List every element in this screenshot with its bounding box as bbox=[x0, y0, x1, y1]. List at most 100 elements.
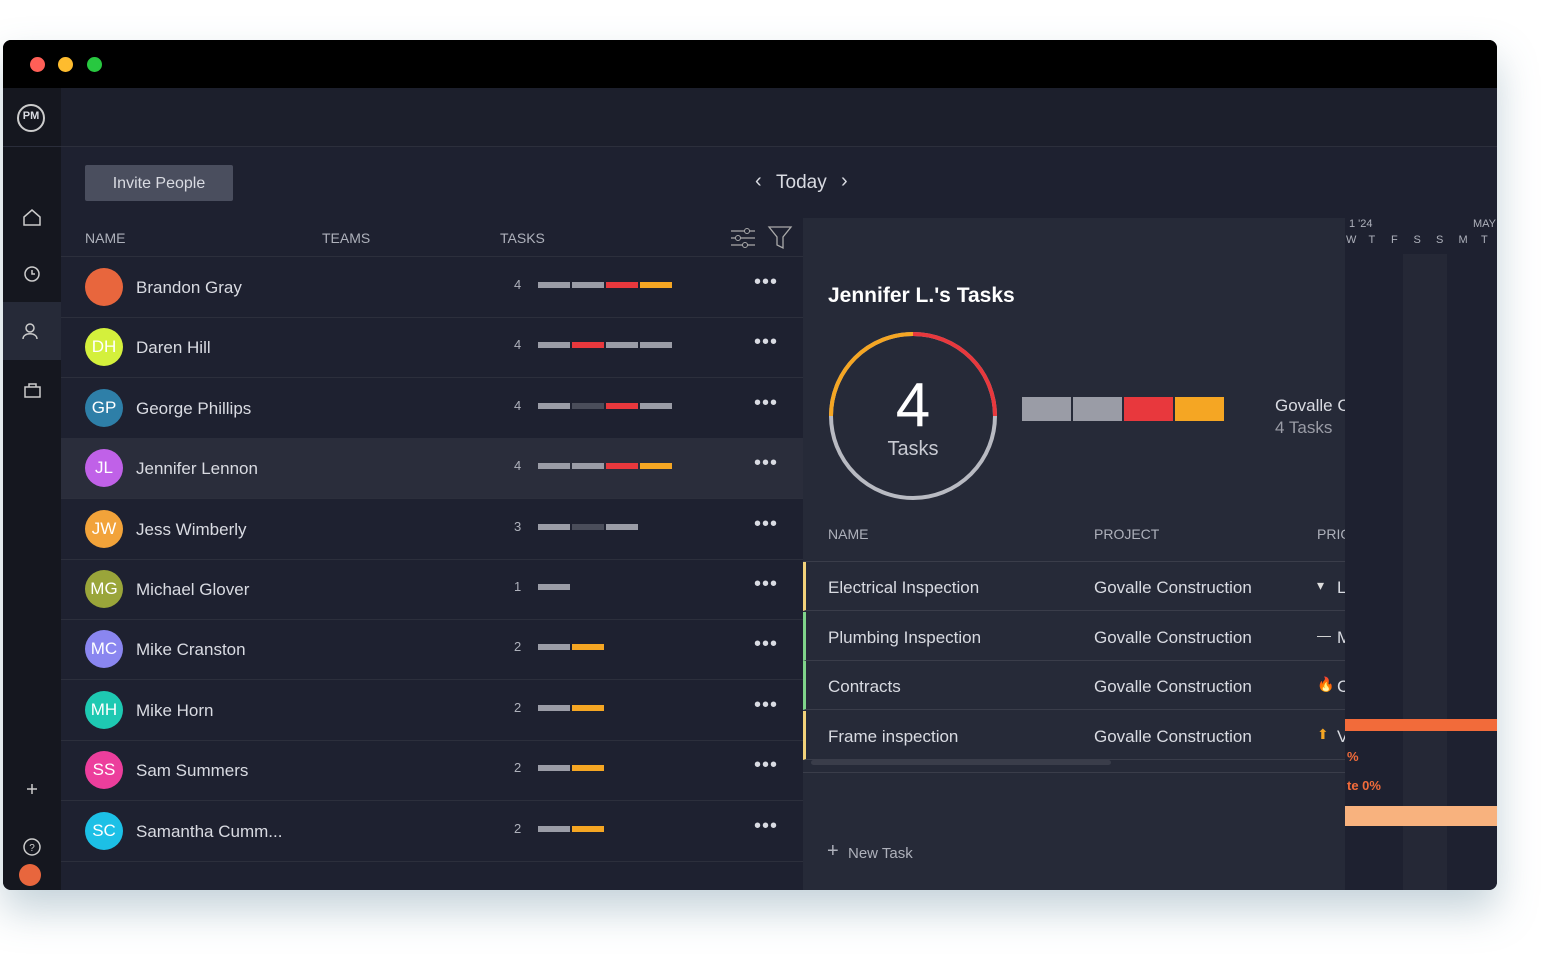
priority-icon: ▾ bbox=[1317, 577, 1325, 593]
task-bar bbox=[572, 342, 604, 349]
member-row[interactable]: SS Sam Summers 2 ••• bbox=[61, 740, 803, 802]
row-menu[interactable]: ••• bbox=[754, 271, 779, 293]
task-name: Plumbing Inspection bbox=[828, 627, 982, 647]
gantt-day: W bbox=[1346, 234, 1357, 246]
row-menu[interactable]: ••• bbox=[754, 754, 779, 777]
close-button[interactable] bbox=[30, 57, 45, 72]
column-header: TASKS bbox=[500, 230, 545, 246]
invite-label: Invite People bbox=[112, 175, 206, 192]
bottom-icons[interactable]: ? bbox=[3, 778, 61, 888]
member-name: Samantha Cumm... bbox=[136, 821, 283, 841]
gantt-day: F bbox=[1391, 234, 1398, 246]
member-name: Mike Horn bbox=[136, 700, 214, 720]
invite-button[interactable]: Invite People bbox=[85, 165, 233, 201]
task-bar bbox=[538, 584, 570, 590]
member-row[interactable]: MH Mike Horn 2 ••• bbox=[61, 680, 803, 741]
member-row[interactable]: DH Daren Hill 4 ••• bbox=[61, 317, 803, 379]
avatar: JW bbox=[85, 509, 123, 548]
member-row[interactable]: Brandon Gray 4 ••• bbox=[61, 257, 803, 318]
task-bar bbox=[538, 704, 570, 711]
member-name: Daren Hill bbox=[136, 338, 211, 358]
table-bottom bbox=[803, 772, 1345, 773]
avatar: MC bbox=[85, 630, 123, 669]
member-name: Jess Wimberly bbox=[136, 519, 247, 539]
task-bar bbox=[538, 765, 570, 772]
maximize-button[interactable] bbox=[87, 57, 102, 72]
gantt-label: % bbox=[1347, 749, 1359, 764]
row-menu[interactable]: ••• bbox=[754, 391, 779, 414]
ring-count: 4 bbox=[895, 371, 931, 440]
row-menu[interactable]: ••• bbox=[754, 512, 779, 535]
ring-label: Tasks bbox=[887, 438, 939, 460]
member-name: George Phillips bbox=[136, 398, 252, 418]
prev-arrow[interactable]: ‹ bbox=[755, 170, 762, 192]
avatar: GP bbox=[85, 388, 123, 427]
new-task-icon[interactable]: + bbox=[827, 840, 839, 862]
task-column-header: PRIORITY bbox=[1317, 526, 1345, 542]
avatar: DH bbox=[85, 328, 123, 367]
task-row[interactable]: Contracts Govalle Construction 🔥Critical bbox=[803, 661, 1346, 711]
task-bar bbox=[538, 402, 570, 409]
member-row[interactable]: JL Jennifer Lennon 4 ••• bbox=[61, 438, 803, 500]
member-name: Mike Cranston bbox=[136, 640, 246, 660]
task-bar bbox=[606, 402, 638, 409]
member-row[interactable]: MG Michael Glover 1 ••• bbox=[61, 559, 803, 620]
row-menu[interactable]: ••• bbox=[754, 814, 779, 837]
gantt-month: 1 '24 bbox=[1349, 218, 1373, 230]
task-count: 2 bbox=[514, 639, 522, 655]
row-menu[interactable]: ••• bbox=[754, 452, 779, 475]
task-count: 2 bbox=[514, 820, 522, 836]
task-bar bbox=[606, 463, 638, 470]
member-row[interactable]: SC Samantha Cumm... 2 ••• bbox=[61, 801, 803, 862]
task-bar bbox=[640, 402, 672, 409]
task-bar bbox=[572, 825, 604, 832]
scrollbar bbox=[811, 760, 1111, 765]
task-bar bbox=[538, 282, 570, 288]
gantt-month: MAY bbox=[1473, 218, 1497, 230]
row-menu[interactable]: ••• bbox=[754, 331, 779, 354]
nav-icons[interactable] bbox=[3, 198, 61, 418]
avatar: JL bbox=[85, 449, 123, 488]
header-divider bbox=[61, 256, 803, 257]
avatar bbox=[85, 268, 123, 306]
priority-icon: 🔥 bbox=[1317, 676, 1335, 693]
date-label[interactable]: Today bbox=[776, 172, 827, 193]
avatar: MG bbox=[85, 570, 123, 608]
task-count: 4 bbox=[514, 337, 522, 353]
summary-bar bbox=[1175, 397, 1224, 421]
task-bar bbox=[538, 523, 570, 530]
priority-icon: — bbox=[1317, 626, 1331, 643]
title-bar bbox=[3, 40, 1497, 88]
row-menu[interactable]: ••• bbox=[754, 573, 779, 595]
avatar: MH bbox=[85, 690, 123, 729]
task-row[interactable]: Electrical Inspection Govalle Constructio… bbox=[803, 562, 1346, 611]
task-project: Govalle Construction bbox=[1094, 726, 1252, 746]
row-menu[interactable]: ••• bbox=[754, 633, 779, 656]
task-bar bbox=[572, 282, 604, 288]
gantt-bar bbox=[1345, 719, 1497, 731]
member-row[interactable]: GP George Phillips 4 ••• bbox=[61, 378, 803, 439]
member-row[interactable]: JW Jess Wimberly 3 ••• bbox=[61, 499, 803, 560]
task-row[interactable]: Plumbing Inspection Govalle Construction —… bbox=[803, 611, 1346, 661]
task-bar bbox=[538, 644, 570, 651]
task-bar bbox=[572, 704, 604, 711]
member-row[interactable]: MC Mike Cranston 2 ••• bbox=[61, 619, 803, 681]
task-bar bbox=[640, 282, 672, 288]
new-task[interactable]: New Task bbox=[848, 845, 913, 862]
task-bar bbox=[572, 765, 604, 772]
task-count: 3 bbox=[514, 518, 522, 534]
task-count: 2 bbox=[514, 760, 522, 776]
task-project: Govalle Construction bbox=[1094, 578, 1252, 597]
row-menu[interactable]: ••• bbox=[754, 693, 779, 716]
gantt-day: M bbox=[1458, 234, 1468, 246]
next-arrow[interactable]: › bbox=[841, 170, 848, 192]
task-row[interactable]: Frame inspection Govalle Construction ⬆ Ver… bbox=[803, 710, 1346, 760]
task-name: Frame inspection bbox=[828, 726, 959, 746]
task-bar bbox=[538, 825, 570, 832]
summary-bar bbox=[1022, 397, 1071, 421]
filter-icons[interactable] bbox=[729, 224, 799, 252]
project-tasks: 4 Tasks bbox=[1275, 418, 1333, 437]
task-project: Govalle Construction bbox=[1094, 627, 1252, 647]
minimize-button[interactable] bbox=[58, 57, 73, 72]
